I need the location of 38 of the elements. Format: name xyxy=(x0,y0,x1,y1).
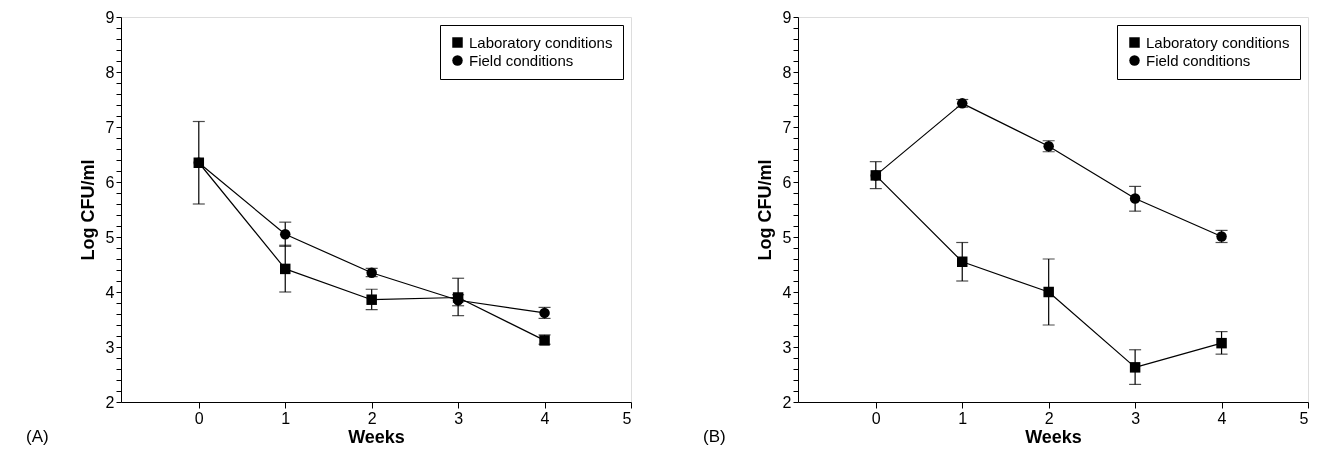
x-tick-label: 5 xyxy=(622,409,632,427)
y-axis-title: Log CFU/ml xyxy=(754,159,775,261)
x-tick-label: 2 xyxy=(367,409,377,427)
y-tick-label: 8 xyxy=(105,63,115,81)
x-tick-label: 3 xyxy=(1131,409,1141,427)
y-tick-label: 4 xyxy=(782,283,792,301)
y-tick-label: 4 xyxy=(105,283,115,301)
legend-label: Laboratory conditions xyxy=(469,33,613,51)
y-tick-label: 2 xyxy=(105,393,115,411)
legend-label: Field conditions xyxy=(469,51,574,69)
y-tick-label: 8 xyxy=(782,63,792,81)
x-tick-label: 1 xyxy=(958,409,968,427)
legend-label: Laboratory conditions xyxy=(1146,33,1290,51)
text: (A) xyxy=(26,427,49,446)
y-tick-label: 6 xyxy=(782,173,792,191)
y-tick-label: 9 xyxy=(105,8,115,26)
text: (B) xyxy=(703,427,726,446)
y-tick-label: 9 xyxy=(782,8,792,26)
y-tick-label: 7 xyxy=(782,118,792,136)
x-axis-title: Weeks xyxy=(1025,426,1082,447)
x-tick-label: 4 xyxy=(1217,409,1227,427)
y-tick-label: 3 xyxy=(105,338,115,356)
x-tick-label: 2 xyxy=(1044,409,1054,427)
legend-label: Field conditions xyxy=(1146,51,1251,69)
x-axis-title: Weeks xyxy=(348,426,405,447)
y-tick-label: 5 xyxy=(782,228,792,246)
y-tick-label: 3 xyxy=(782,338,792,356)
x-tick-label: 3 xyxy=(454,409,464,427)
x-tick-label: 0 xyxy=(871,409,881,427)
y-axis-title: Log CFU/ml xyxy=(77,159,98,261)
y-tick-label: 2 xyxy=(782,393,792,411)
y-tick-label: 6 xyxy=(105,173,115,191)
x-tick-label: 0 xyxy=(194,409,204,427)
y-tick-label: 5 xyxy=(105,228,115,246)
x-tick-label: 1 xyxy=(281,409,291,427)
x-tick-label: 4 xyxy=(540,409,550,427)
y-tick-label: 7 xyxy=(105,118,115,136)
x-tick-label: 5 xyxy=(1299,409,1309,427)
